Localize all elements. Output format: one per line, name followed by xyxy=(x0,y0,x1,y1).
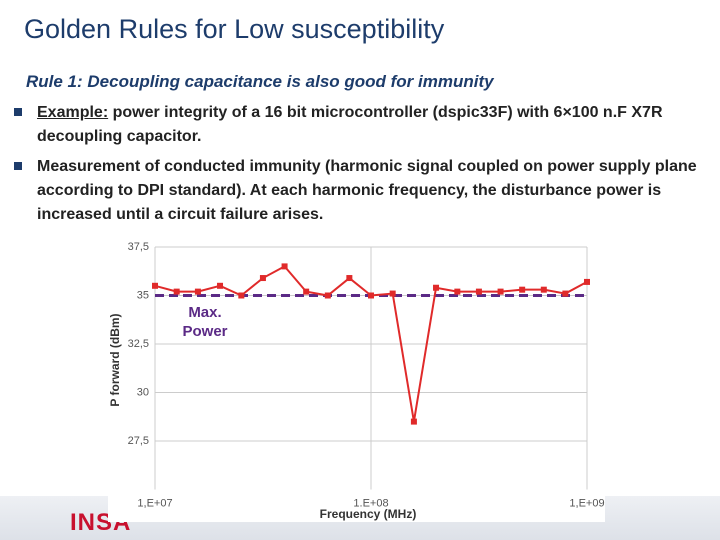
slide-title: Golden Rules for Low susceptibility xyxy=(24,14,445,44)
chart-area xyxy=(108,238,605,522)
y-axis-label: P forward (dBm) xyxy=(108,313,122,406)
data-point xyxy=(217,282,224,289)
subtitle: Rule 1: Decoupling capacitance is also g… xyxy=(26,72,494,91)
data-point xyxy=(562,290,569,297)
data-point xyxy=(454,288,461,295)
data-point xyxy=(152,282,158,289)
y-tick-label: 30 xyxy=(137,386,149,398)
data-point xyxy=(238,292,245,299)
y-tick-label: 27,5 xyxy=(128,435,149,447)
data-point xyxy=(584,278,590,285)
bullet: Example: power integrity of a 16 bit mic… xyxy=(37,101,697,149)
bullet-marker xyxy=(14,162,22,170)
data-point xyxy=(433,284,440,291)
bullet-text: power integrity of a 16 bit microcontrol… xyxy=(37,104,663,145)
data-point xyxy=(259,275,266,282)
data-point xyxy=(303,288,310,295)
x-tick-label: 1,E+07 xyxy=(137,497,172,509)
data-point xyxy=(410,418,417,425)
data-point xyxy=(475,288,482,295)
data-point xyxy=(519,286,526,293)
x-axis-label: Frequency (MHz) xyxy=(320,507,417,521)
bullet: Measurement of conducted immunity (harmo… xyxy=(37,155,697,227)
bullet-lead: Example: xyxy=(37,104,109,121)
y-tick-label: 35 xyxy=(137,289,149,301)
data-point xyxy=(389,290,396,297)
data-point xyxy=(497,288,504,295)
bullet-text: Measurement of conducted immunity (harmo… xyxy=(37,158,697,223)
y-tick-label: 37,5 xyxy=(128,241,149,253)
data-point xyxy=(346,275,353,282)
data-point xyxy=(281,263,288,270)
data-point xyxy=(173,288,180,295)
bullet-marker xyxy=(14,108,22,116)
data-point xyxy=(194,288,201,295)
reference-label: Max. Power xyxy=(182,304,228,340)
data-point xyxy=(540,286,547,293)
data-point xyxy=(368,292,374,299)
data-point xyxy=(324,292,331,299)
y-tick-label: 32,5 xyxy=(128,338,149,350)
x-tick-label: 1,E+09 xyxy=(569,497,604,509)
x-tick-label: 1.E+08 xyxy=(353,497,388,509)
